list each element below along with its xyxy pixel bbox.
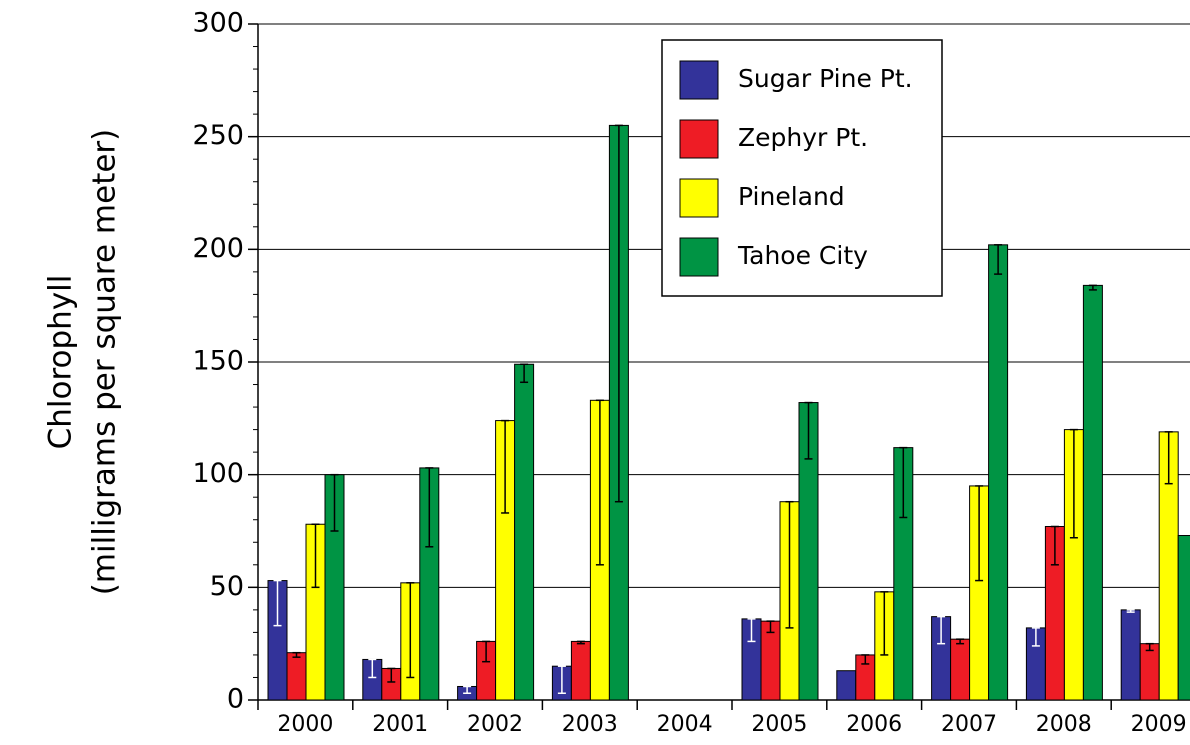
legend-label: Tahoe City bbox=[737, 241, 868, 270]
error-bar bbox=[785, 500, 794, 629]
x-tick-label: 2000 bbox=[277, 712, 333, 737]
error-bar bbox=[425, 467, 434, 548]
error-bar bbox=[311, 523, 320, 589]
y-tick-label: 300 bbox=[192, 8, 244, 39]
error-bar bbox=[975, 485, 984, 582]
error-bar bbox=[330, 473, 339, 532]
bar bbox=[514, 363, 535, 701]
error-bar bbox=[273, 579, 282, 627]
error-bar bbox=[937, 615, 946, 645]
error-bar bbox=[520, 363, 529, 384]
bar bbox=[1139, 643, 1160, 701]
bar bbox=[1177, 535, 1190, 701]
error-bar bbox=[1050, 525, 1059, 566]
error-bar bbox=[956, 638, 965, 645]
error-bar bbox=[463, 685, 472, 694]
bar bbox=[1082, 284, 1103, 701]
error-bar bbox=[880, 591, 889, 656]
error-bar bbox=[1031, 627, 1040, 647]
error-bar bbox=[557, 665, 566, 694]
x-tick-label: 2004 bbox=[657, 712, 713, 737]
error-bar bbox=[368, 658, 377, 679]
error-bar bbox=[899, 446, 908, 519]
error-bar bbox=[994, 244, 1003, 275]
y-axis-title: Chlorophyll bbox=[43, 275, 79, 450]
legend-swatch bbox=[679, 60, 719, 100]
error-bar bbox=[482, 640, 491, 663]
bar bbox=[988, 244, 1009, 701]
legend-label: Zephyr Pt. bbox=[738, 123, 868, 152]
error-bar bbox=[804, 401, 813, 460]
error-bar bbox=[501, 419, 510, 514]
y-axis-title: (milligrams per square meter) bbox=[87, 129, 123, 596]
bar bbox=[286, 652, 307, 701]
error-bar bbox=[1126, 609, 1135, 613]
legend-swatch bbox=[679, 119, 719, 159]
error-bar bbox=[292, 651, 301, 658]
x-tick-label: 2007 bbox=[941, 712, 997, 737]
bar bbox=[570, 640, 591, 701]
x-tick-label: 2008 bbox=[1036, 712, 1092, 737]
error-bar bbox=[614, 124, 623, 503]
x-tick-label: 2006 bbox=[846, 712, 902, 737]
x-tick-label: 2009 bbox=[1131, 712, 1187, 737]
x-tick-label: 2002 bbox=[467, 712, 523, 737]
error-bar bbox=[1069, 428, 1078, 539]
error-bar bbox=[387, 667, 396, 683]
bar bbox=[950, 638, 971, 701]
legend-label: Sugar Pine Pt. bbox=[738, 64, 913, 93]
bar bbox=[836, 670, 857, 701]
error-bar bbox=[595, 399, 604, 566]
legend-swatch bbox=[679, 178, 719, 218]
error-bar bbox=[1145, 642, 1154, 652]
bar bbox=[1120, 609, 1141, 701]
y-tick-label: 250 bbox=[192, 120, 244, 151]
error-bar bbox=[747, 618, 756, 643]
y-tick-label: 0 bbox=[227, 684, 244, 715]
error-bar bbox=[766, 620, 775, 634]
error-bar bbox=[576, 640, 585, 645]
legend-swatch bbox=[679, 237, 719, 277]
x-tick-label: 2005 bbox=[751, 712, 807, 737]
y-tick-label: 150 bbox=[192, 346, 244, 377]
error-bar bbox=[861, 654, 870, 665]
y-tick-label: 100 bbox=[192, 458, 244, 489]
y-tick-label: 200 bbox=[192, 233, 244, 264]
error-bar bbox=[1164, 431, 1173, 485]
error-bar bbox=[406, 582, 415, 679]
x-tick-label: 2003 bbox=[562, 712, 618, 737]
error-bar bbox=[1088, 284, 1097, 291]
legend-label: Pineland bbox=[738, 182, 845, 211]
x-tick-label: 2001 bbox=[372, 712, 428, 737]
y-tick-label: 50 bbox=[210, 571, 244, 602]
